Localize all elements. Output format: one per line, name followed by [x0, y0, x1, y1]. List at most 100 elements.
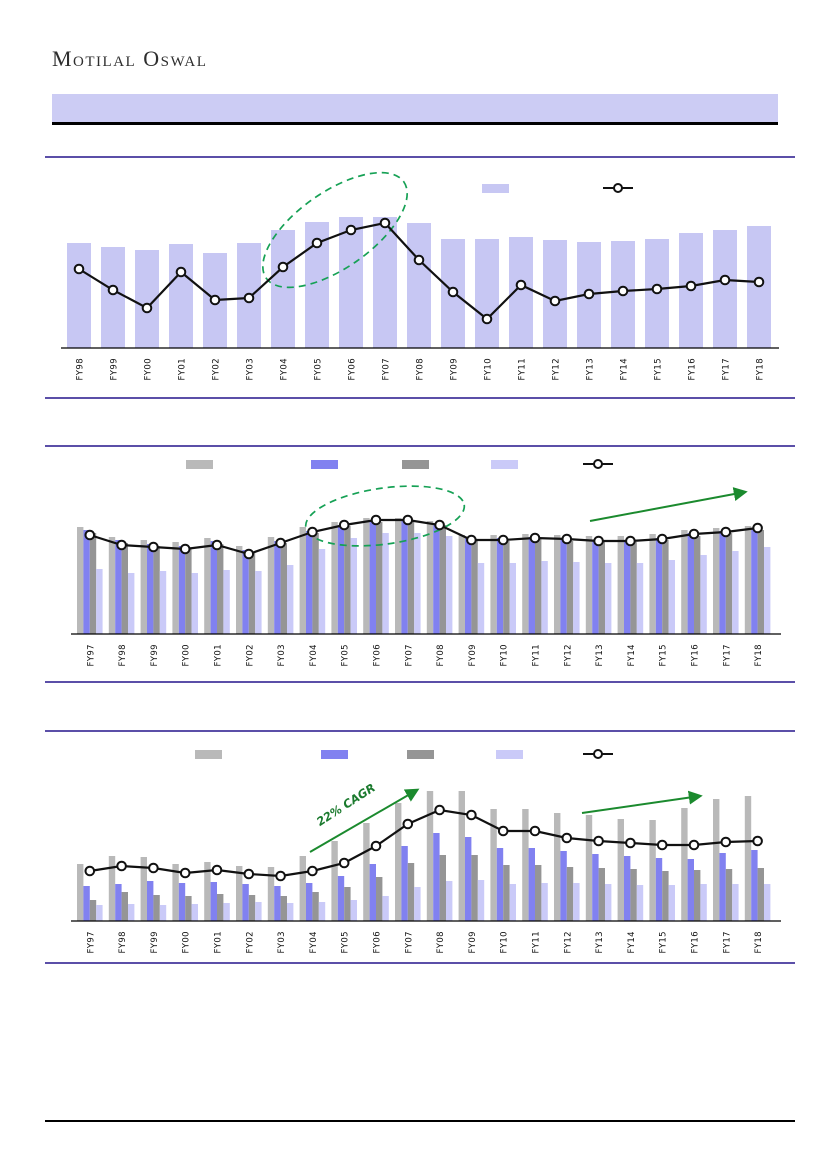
- line-marker: [141, 302, 153, 314]
- bar: [694, 870, 701, 921]
- x-axis-label: FY13: [586, 358, 596, 381]
- bar: [751, 850, 758, 921]
- bar: [624, 856, 631, 921]
- x-axis-label: FY98: [118, 644, 128, 667]
- line-marker: [243, 292, 255, 304]
- line-marker: [561, 533, 573, 545]
- line-marker: [447, 286, 459, 298]
- line-marker: [209, 294, 221, 306]
- legend-line-marker: [603, 187, 633, 189]
- bar: [713, 230, 737, 348]
- section-divider: [45, 730, 795, 732]
- x-axis-label: FY16: [691, 931, 701, 954]
- legend-swatch-3: [407, 750, 434, 759]
- x-axis-label: FY98: [118, 931, 128, 954]
- line-marker: [243, 548, 255, 560]
- line-marker: [529, 532, 541, 544]
- x-axis-label: FY04: [280, 358, 290, 381]
- line-marker: [685, 280, 697, 292]
- trend-line: [84, 804, 763, 882]
- x-axis-label: FY99: [150, 644, 160, 667]
- bar-series-1: [77, 518, 752, 634]
- bar: [172, 864, 179, 921]
- bar: [496, 538, 504, 634]
- bar: [649, 820, 656, 921]
- line-marker: [752, 522, 763, 534]
- bar: [535, 539, 542, 634]
- line-marker: [370, 840, 382, 852]
- line-marker: [549, 295, 561, 307]
- bar: [446, 536, 453, 634]
- line-marker: [719, 274, 731, 286]
- line-marker: [402, 818, 414, 830]
- bar: [630, 542, 637, 634]
- cagr-annotation: 22% CAGR: [314, 780, 378, 828]
- line-marker: [179, 867, 191, 879]
- x-axis-label: FY05: [341, 931, 351, 954]
- line-marker: [243, 868, 255, 880]
- bar: [433, 524, 440, 634]
- bar: [655, 858, 663, 921]
- section-divider: [45, 156, 795, 158]
- bar-series-2: [83, 833, 758, 921]
- line-marker: [617, 285, 629, 297]
- bar: [96, 905, 103, 921]
- x-axis-label: FY02: [212, 358, 222, 381]
- legend-swatch-3: [402, 460, 429, 469]
- bar: [732, 884, 739, 921]
- line-marker: [307, 526, 318, 538]
- bar: [751, 528, 758, 634]
- x-axis-label: FY08: [416, 358, 426, 381]
- x-axis-label: FY12: [563, 644, 573, 667]
- line-marker: [593, 835, 604, 847]
- bar: [121, 543, 128, 634]
- line-marker: [752, 835, 763, 847]
- legend-swatch-4: [496, 750, 523, 759]
- bar: [318, 902, 326, 921]
- x-axis-label: FY01: [214, 644, 224, 667]
- bar: [433, 833, 440, 921]
- bar-series-3: [89, 522, 764, 634]
- x-axis-label: FY08: [436, 644, 446, 667]
- x-axis-label: FY18: [756, 358, 766, 381]
- line-marker: [529, 825, 541, 837]
- bar: [713, 799, 720, 921]
- x-axis-label: FY14: [627, 931, 637, 954]
- bar: [115, 540, 122, 634]
- bar: [598, 868, 605, 921]
- bar: [128, 904, 135, 921]
- line-marker: [656, 533, 668, 545]
- line-marker: [434, 804, 445, 816]
- line-marker: [275, 537, 286, 549]
- bar: [509, 884, 516, 921]
- x-axis-label: FY98: [76, 358, 86, 381]
- x-axis-label: FY99: [110, 358, 120, 381]
- bar: [668, 885, 675, 921]
- bar: [369, 864, 376, 921]
- bar: [172, 542, 179, 634]
- bar: [306, 531, 313, 634]
- bar: [471, 855, 478, 921]
- bar: [255, 902, 262, 921]
- bar-series-1: [77, 791, 752, 921]
- bar-series-4: [96, 880, 771, 921]
- bar: [108, 537, 116, 634]
- chart-2-section: FY97 FY98 FY99 FY00 FY01 FY02 FY03 FY04 FY05 FY06…: [45, 448, 785, 680]
- bar: [764, 547, 771, 634]
- bar: [522, 534, 529, 634]
- bar: [83, 886, 90, 921]
- bar: [535, 865, 542, 921]
- trend-line: [73, 217, 765, 325]
- x-axis-label: FY10: [484, 358, 494, 381]
- x-axis-label: FY15: [659, 931, 669, 954]
- x-axis-label: FY00: [182, 931, 192, 954]
- bar: [700, 555, 707, 634]
- x-axis-label: FY15: [659, 644, 669, 667]
- bar: [147, 544, 154, 634]
- bar: [271, 230, 295, 348]
- bar: [636, 885, 644, 921]
- legend-swatch-1: [482, 184, 509, 193]
- bar: [248, 895, 256, 921]
- x-axis-label: FY13: [595, 931, 605, 954]
- bar: [344, 526, 351, 634]
